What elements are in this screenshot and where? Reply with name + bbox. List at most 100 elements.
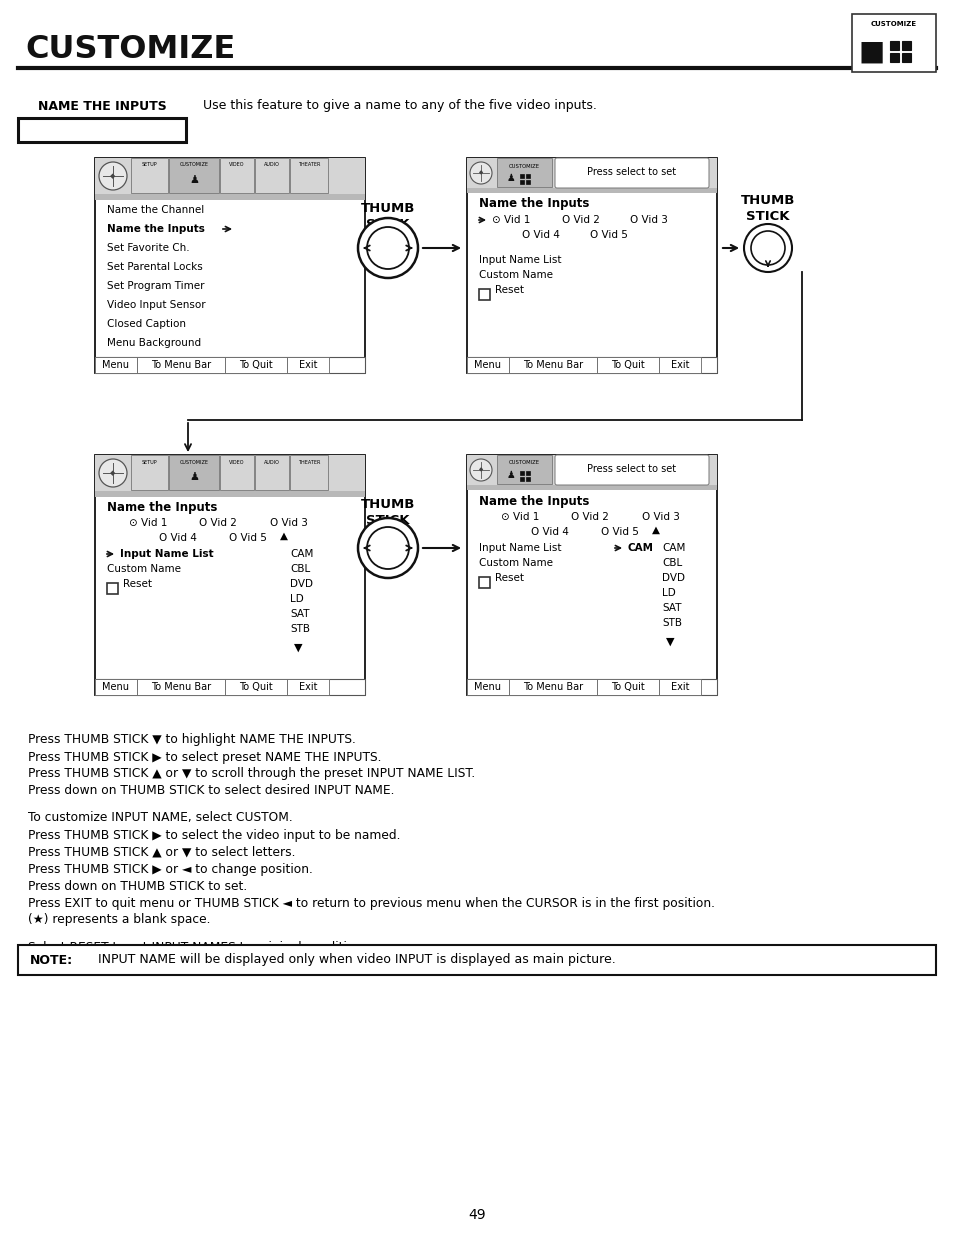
Text: SAT: SAT <box>661 603 680 613</box>
Bar <box>467 485 717 490</box>
Text: STICK: STICK <box>366 217 410 231</box>
Bar <box>478 289 490 300</box>
Text: ◆: ◆ <box>111 173 115 179</box>
Text: Press select to set: Press select to set <box>587 464 676 474</box>
Text: Press THUMB STICK ▲ or ▼ to scroll through the preset INPUT NAME LIST.: Press THUMB STICK ▲ or ▼ to scroll throu… <box>28 767 475 781</box>
FancyBboxPatch shape <box>555 454 708 485</box>
Text: CUSTOMIZE: CUSTOMIZE <box>25 35 235 65</box>
Text: Video Input Sensor: Video Input Sensor <box>107 300 206 310</box>
Bar <box>525 174 530 178</box>
Bar <box>287 357 329 373</box>
Text: ♟: ♟ <box>189 472 199 482</box>
Bar <box>220 158 253 193</box>
Bar <box>169 454 219 490</box>
Bar <box>901 53 910 62</box>
Text: O Vid 4: O Vid 4 <box>159 534 196 543</box>
Text: Exit: Exit <box>298 359 317 370</box>
FancyBboxPatch shape <box>555 158 708 188</box>
Text: Reset: Reset <box>123 579 152 589</box>
Bar <box>467 454 717 485</box>
Text: CBL: CBL <box>661 558 681 568</box>
Text: O Vid 3: O Vid 3 <box>270 517 308 529</box>
Text: ▼: ▼ <box>665 637 674 647</box>
Bar <box>467 357 717 373</box>
Text: VIDEO: VIDEO <box>229 459 245 464</box>
Bar <box>467 158 717 373</box>
Text: Press THUMB STICK ▶ or ◄ to change position.: Press THUMB STICK ▶ or ◄ to change posit… <box>28 862 313 876</box>
Text: Input Name List: Input Name List <box>478 543 561 553</box>
Text: ■: ■ <box>858 38 884 65</box>
Text: O Vid 2: O Vid 2 <box>571 513 608 522</box>
Bar <box>95 357 137 373</box>
Circle shape <box>750 231 784 266</box>
Bar <box>107 583 118 594</box>
Bar <box>509 679 597 695</box>
Text: Name the Inputs: Name the Inputs <box>107 224 205 233</box>
Bar <box>497 158 552 186</box>
Text: NOTE:: NOTE: <box>30 953 73 967</box>
Bar <box>254 454 289 490</box>
Circle shape <box>367 527 409 569</box>
Text: CUSTOMIZE: CUSTOMIZE <box>508 461 539 466</box>
Bar <box>220 454 253 490</box>
Bar <box>901 41 910 49</box>
Text: Press EXIT to quit menu or THUMB STICK ◄ to return to previous menu when the CUR: Press EXIT to quit menu or THUMB STICK ◄… <box>28 897 714 909</box>
Text: ◆: ◆ <box>478 468 482 473</box>
Text: ▲: ▲ <box>651 525 659 535</box>
Text: ♟: ♟ <box>506 471 515 480</box>
Text: To Quit: To Quit <box>611 682 644 692</box>
Circle shape <box>99 162 127 190</box>
Text: To Menu Bar: To Menu Bar <box>522 682 582 692</box>
Text: AUDIO: AUDIO <box>264 459 279 464</box>
Circle shape <box>99 459 127 487</box>
Bar <box>519 180 523 184</box>
Text: STB: STB <box>661 618 681 629</box>
Text: THUMB: THUMB <box>360 201 415 215</box>
Text: Name the Inputs: Name the Inputs <box>478 198 589 210</box>
Text: ◆: ◆ <box>111 471 115 475</box>
Text: Menu: Menu <box>102 359 130 370</box>
Text: CAM: CAM <box>290 550 313 559</box>
Bar <box>467 357 509 373</box>
Bar <box>95 492 365 496</box>
Text: 49: 49 <box>468 1208 485 1221</box>
Bar <box>509 357 597 373</box>
Text: LD: LD <box>290 594 303 604</box>
Text: CAM: CAM <box>627 543 654 553</box>
Bar <box>519 174 523 178</box>
Text: To Quit: To Quit <box>239 359 273 370</box>
Bar <box>225 679 287 695</box>
Text: Press THUMB STICK ▶ to select the video input to be named.: Press THUMB STICK ▶ to select the video … <box>28 829 400 841</box>
Text: ▲: ▲ <box>280 531 288 541</box>
Bar <box>18 119 186 142</box>
Bar <box>519 477 523 480</box>
Text: O Vid 3: O Vid 3 <box>641 513 679 522</box>
Text: Exit: Exit <box>298 682 317 692</box>
Bar <box>169 158 219 193</box>
Text: AUDIO: AUDIO <box>264 163 279 168</box>
Text: CAM: CAM <box>661 543 684 553</box>
Text: STB: STB <box>290 624 310 634</box>
Text: ⊙ Vid 1: ⊙ Vid 1 <box>492 215 530 225</box>
Text: CUSTOMIZE: CUSTOMIZE <box>179 163 209 168</box>
Bar <box>889 41 898 49</box>
Text: Press down on THUMB STICK to select desired INPUT NAME.: Press down on THUMB STICK to select desi… <box>28 784 395 798</box>
Text: STICK: STICK <box>745 210 789 222</box>
Text: O Vid 5: O Vid 5 <box>600 527 639 537</box>
Text: VIDEO: VIDEO <box>229 163 245 168</box>
Bar <box>525 477 530 480</box>
Text: ♟: ♟ <box>506 173 515 183</box>
Bar <box>95 454 365 492</box>
Bar <box>225 357 287 373</box>
Bar <box>467 188 717 193</box>
Text: Exit: Exit <box>670 359 688 370</box>
Text: To Quit: To Quit <box>239 682 273 692</box>
Text: To Menu Bar: To Menu Bar <box>151 359 211 370</box>
Text: O Vid 5: O Vid 5 <box>229 534 267 543</box>
Bar <box>467 679 717 695</box>
Text: Press down on THUMB STICK to set.: Press down on THUMB STICK to set. <box>28 879 247 893</box>
Text: THEATER: THEATER <box>297 163 320 168</box>
Bar <box>254 158 289 193</box>
Text: THUMB: THUMB <box>360 499 415 511</box>
Text: To customize INPUT NAME, select CUSTOM.: To customize INPUT NAME, select CUSTOM. <box>28 811 293 825</box>
